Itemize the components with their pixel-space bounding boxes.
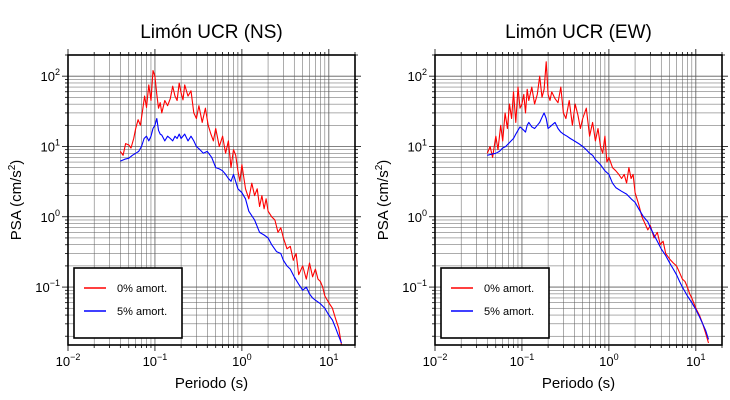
y-tick-label: 10−1 [402, 278, 427, 295]
legend-label: 0% amort. [117, 283, 167, 295]
plot-frame [67, 54, 356, 346]
x-tick-label: 10−2 [423, 352, 448, 369]
y-tick-label: 10−1 [35, 278, 60, 295]
chart-title: Limón UCR (NS) [140, 22, 283, 43]
plot-frame [434, 54, 723, 346]
x-axis-label: Periodo (s) [542, 375, 615, 392]
y-tick-label: 101 [408, 137, 427, 154]
y-tick-label: 100 [408, 208, 427, 225]
y-tick-label: 100 [41, 208, 60, 225]
x-tick-label: 10−1 [143, 352, 168, 369]
chart-panel-ns: 10−2 10−1 100 101 10−1 100 101 102 Limón UCR (NS… [7, 22, 361, 392]
chart-panel-ew: 10−2 10−1 100 101 10−1 100 101 102 Limón UCR (EW… [374, 22, 728, 392]
series-line-amort-0 [119, 70, 343, 345]
x-tick-label: 10−1 [510, 352, 535, 369]
legend-label: 0% amort. [484, 283, 534, 295]
legend: 0% amort. 5% amort. [440, 267, 550, 339]
x-tick-label: 100 [232, 352, 251, 369]
x-tick-label: 100 [599, 352, 618, 369]
chart-title: Limón UCR (EW) [505, 22, 652, 43]
y-axis-label: PSA (cm/s2) [374, 160, 392, 241]
x-tick-label: 101 [319, 352, 338, 369]
y-tick-label: 102 [41, 67, 60, 84]
y-tick-label: 102 [408, 67, 427, 84]
y-tick-label: 101 [41, 137, 60, 154]
y-axis-label: PSA (cm/s2) [7, 160, 25, 241]
x-tick-label: 101 [686, 352, 705, 369]
legend-label: 5% amort. [117, 306, 167, 318]
series-line-amort-5 [487, 112, 710, 340]
legend-box [440, 267, 550, 339]
series-line-amort-5 [120, 117, 343, 344]
x-tick-label: 10−2 [56, 352, 81, 369]
x-axis-label: Periodo (s) [175, 375, 248, 392]
series-line-amort-0 [486, 61, 710, 344]
grid [67, 54, 356, 345]
legend-box [73, 267, 183, 339]
legend: 0% amort. 5% amort. [73, 267, 183, 339]
legend-label: 5% amort. [484, 306, 534, 318]
